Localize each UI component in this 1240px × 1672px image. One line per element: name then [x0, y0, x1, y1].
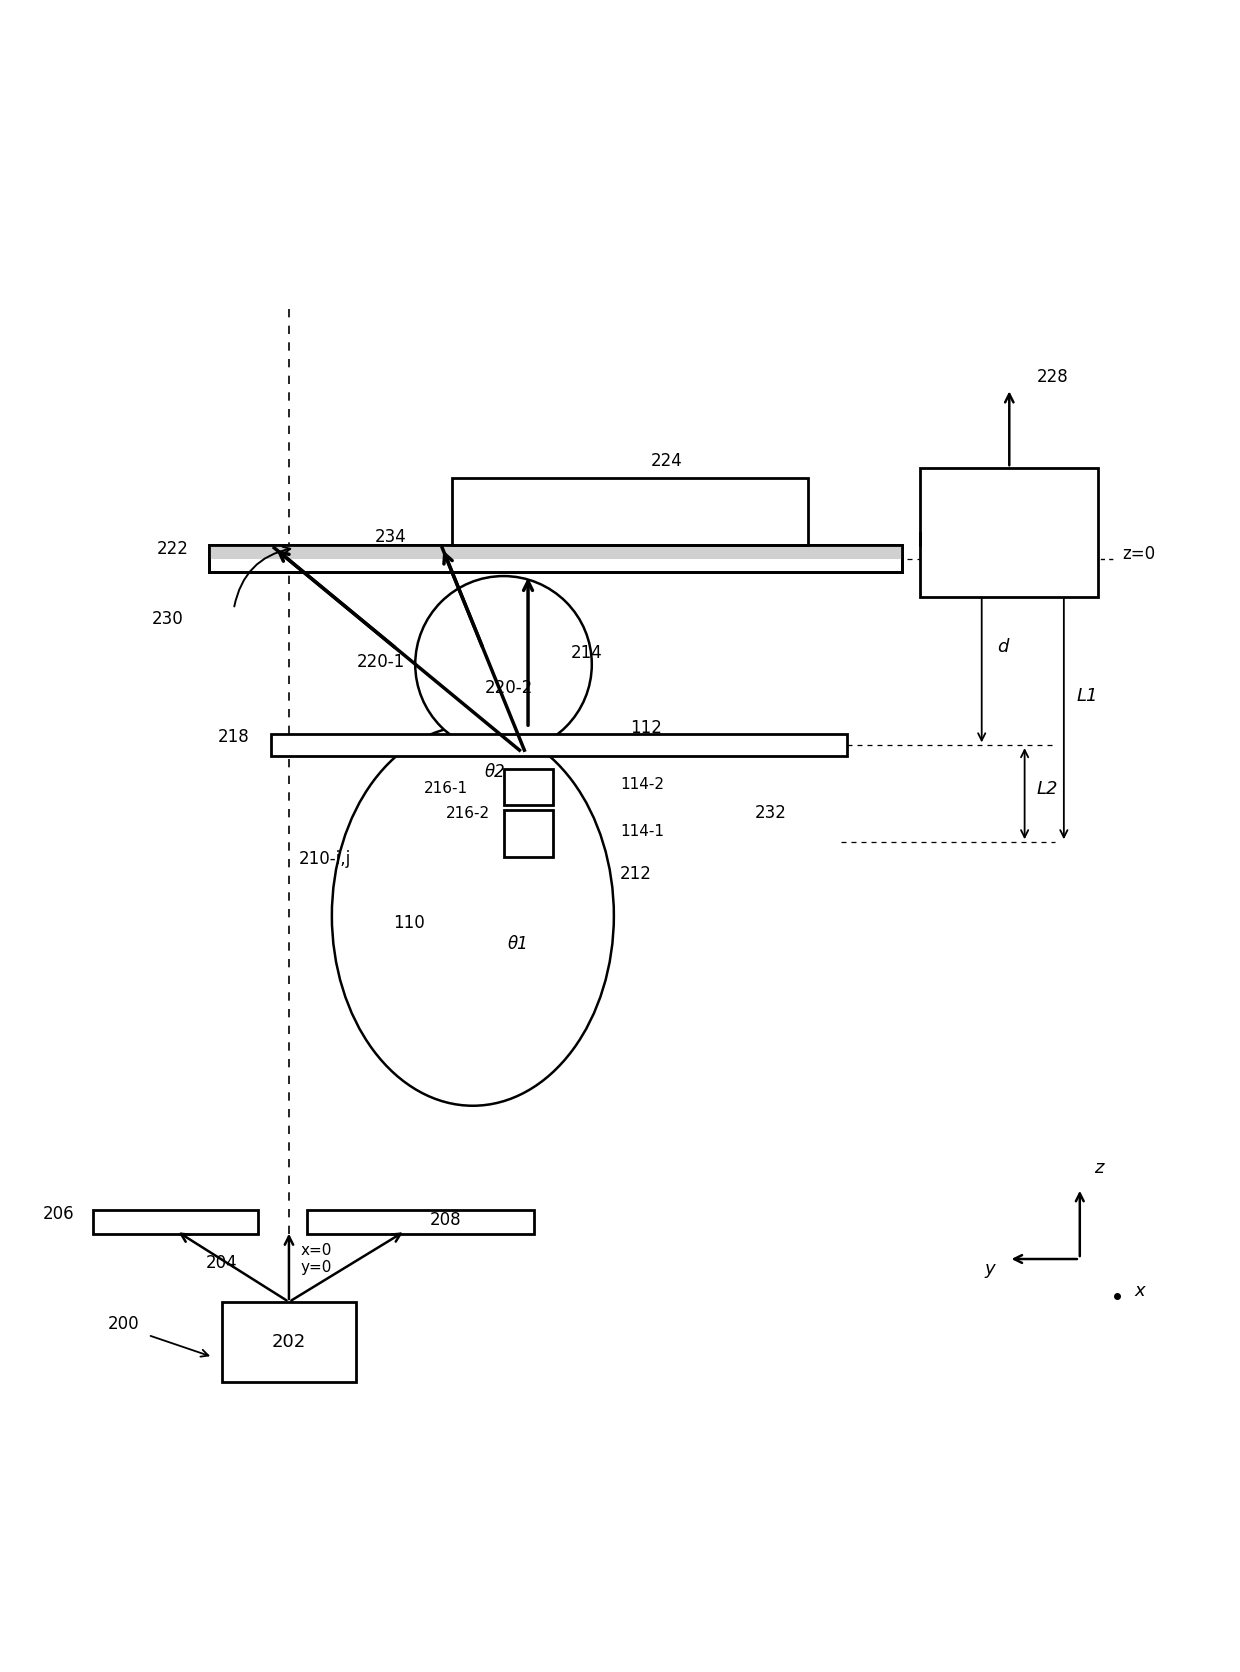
FancyBboxPatch shape [270, 734, 847, 756]
Text: 214: 214 [570, 644, 603, 662]
Text: 114-1: 114-1 [620, 824, 663, 839]
Text: 212: 212 [620, 864, 652, 883]
Text: 200: 200 [108, 1314, 139, 1333]
Text: 208: 208 [430, 1211, 461, 1229]
Text: 202: 202 [272, 1333, 306, 1351]
Text: θ2: θ2 [485, 762, 506, 781]
Text: 206: 206 [42, 1204, 74, 1222]
Text: 218: 218 [218, 727, 249, 746]
Text: 230: 230 [151, 610, 184, 629]
Text: 112: 112 [630, 719, 662, 737]
FancyBboxPatch shape [308, 1211, 534, 1234]
Text: 210-i,j: 210-i,j [299, 849, 351, 868]
FancyBboxPatch shape [93, 1211, 258, 1234]
Text: 220-2: 220-2 [485, 679, 533, 697]
Text: 224: 224 [651, 451, 682, 470]
Text: 232: 232 [755, 804, 786, 821]
FancyBboxPatch shape [210, 545, 901, 572]
Text: L1: L1 [1076, 687, 1097, 704]
FancyBboxPatch shape [451, 478, 807, 545]
Text: 228: 228 [1037, 368, 1068, 386]
Ellipse shape [332, 726, 614, 1105]
Text: x=0
y=0: x=0 y=0 [300, 1242, 331, 1276]
Text: 220-1: 220-1 [356, 652, 404, 670]
Circle shape [415, 577, 591, 752]
FancyBboxPatch shape [503, 769, 553, 806]
Text: 204: 204 [206, 1254, 237, 1272]
FancyBboxPatch shape [920, 468, 1099, 597]
Text: 226: 226 [992, 523, 1027, 542]
Text: x: x [1135, 1282, 1146, 1299]
Text: 110: 110 [393, 915, 425, 931]
Text: z=0: z=0 [1122, 545, 1156, 563]
Text: 114-2: 114-2 [620, 777, 663, 793]
Text: L2: L2 [1037, 779, 1059, 798]
Text: d: d [998, 639, 1009, 655]
FancyBboxPatch shape [503, 811, 553, 856]
Text: 216-2: 216-2 [446, 806, 490, 821]
Text: 222: 222 [156, 540, 188, 558]
Text: y: y [985, 1259, 994, 1277]
FancyBboxPatch shape [222, 1302, 356, 1381]
Text: 216-1: 216-1 [424, 781, 467, 796]
Text: θ1: θ1 [507, 935, 528, 953]
Text: 234: 234 [374, 528, 407, 545]
Text: z: z [1095, 1159, 1104, 1177]
FancyBboxPatch shape [210, 545, 901, 558]
